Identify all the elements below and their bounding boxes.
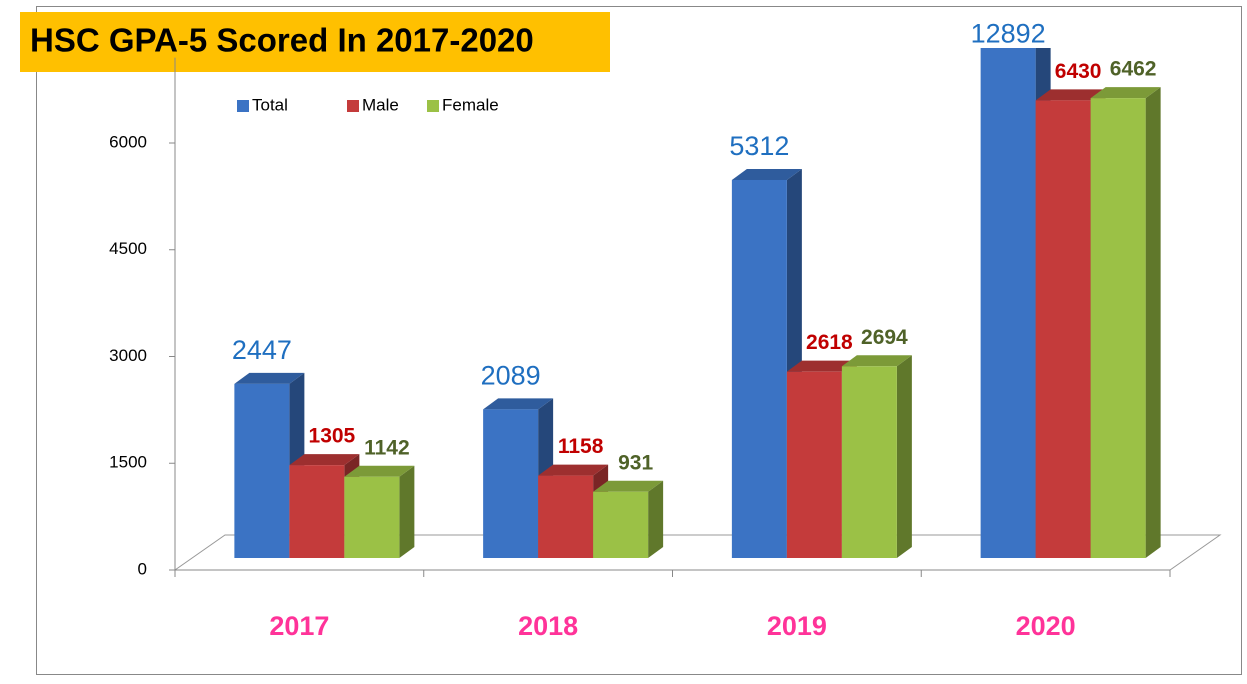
bar-side [1145, 87, 1161, 558]
bar-front [593, 491, 649, 558]
title-box [20, 12, 610, 72]
bar-front [980, 48, 1036, 558]
bar-top [1035, 89, 1106, 101]
bar-front [731, 179, 787, 559]
x-tick-label: 2019 [767, 611, 827, 641]
x-tick-label: 2020 [1016, 611, 1076, 641]
value-label: 1305 [309, 425, 356, 448]
value-label: 1142 [364, 436, 410, 459]
legend-swatch [347, 100, 359, 112]
y-tick-label: 1500 [109, 453, 147, 472]
bar-top [234, 372, 305, 384]
x-tick-label: 2017 [269, 611, 329, 641]
value-label: 1158 [558, 435, 604, 458]
bar [1090, 87, 1161, 558]
bar-top [786, 360, 857, 372]
legend-swatch [237, 100, 249, 112]
bar-front [841, 366, 897, 558]
legend-label: Total [252, 95, 288, 114]
bar-top [538, 464, 609, 476]
bar-front [1035, 100, 1091, 559]
y-tick-label: 0 [138, 559, 147, 578]
bar [841, 355, 912, 558]
y-tick-label: 4500 [109, 239, 147, 258]
bar-top [344, 465, 415, 477]
bar-top [593, 480, 664, 492]
bar [593, 480, 664, 558]
bar-side [399, 465, 415, 558]
bar-front [344, 476, 400, 558]
value-label: 6430 [1055, 60, 1102, 83]
y-tick-label: 3000 [109, 346, 147, 365]
legend-swatch [427, 100, 439, 112]
bar-front [786, 371, 842, 558]
value-label: 2618 [806, 331, 853, 354]
bar-front [289, 465, 345, 558]
bar-top [289, 454, 360, 466]
bar-top [1090, 87, 1161, 99]
bar-top [841, 355, 912, 367]
value-label: 931 [618, 451, 653, 474]
bar-top [483, 398, 554, 410]
bar-side [896, 355, 912, 558]
bar [344, 465, 415, 558]
value-label: 2447 [232, 335, 292, 365]
bars [234, 48, 1161, 559]
x-tick-label: 2018 [518, 611, 578, 641]
bar-front [538, 475, 594, 558]
bar-front [234, 383, 290, 558]
bar-top [731, 168, 802, 180]
value-label: 5312 [729, 131, 789, 161]
bar-front [1090, 98, 1146, 558]
bar-front [483, 409, 539, 558]
legend-label: Male [362, 95, 399, 114]
legend-label: Female [442, 95, 499, 114]
y-tick-label: 6000 [109, 132, 147, 151]
chart-title: HSC GPA-5 Scored In 2017-2020 [30, 22, 534, 59]
value-label: 2694 [861, 326, 908, 349]
value-label: 12892 [971, 19, 1046, 49]
value-label: 2089 [481, 360, 541, 390]
value-label: 6462 [1110, 58, 1157, 81]
bar-side [648, 480, 664, 558]
